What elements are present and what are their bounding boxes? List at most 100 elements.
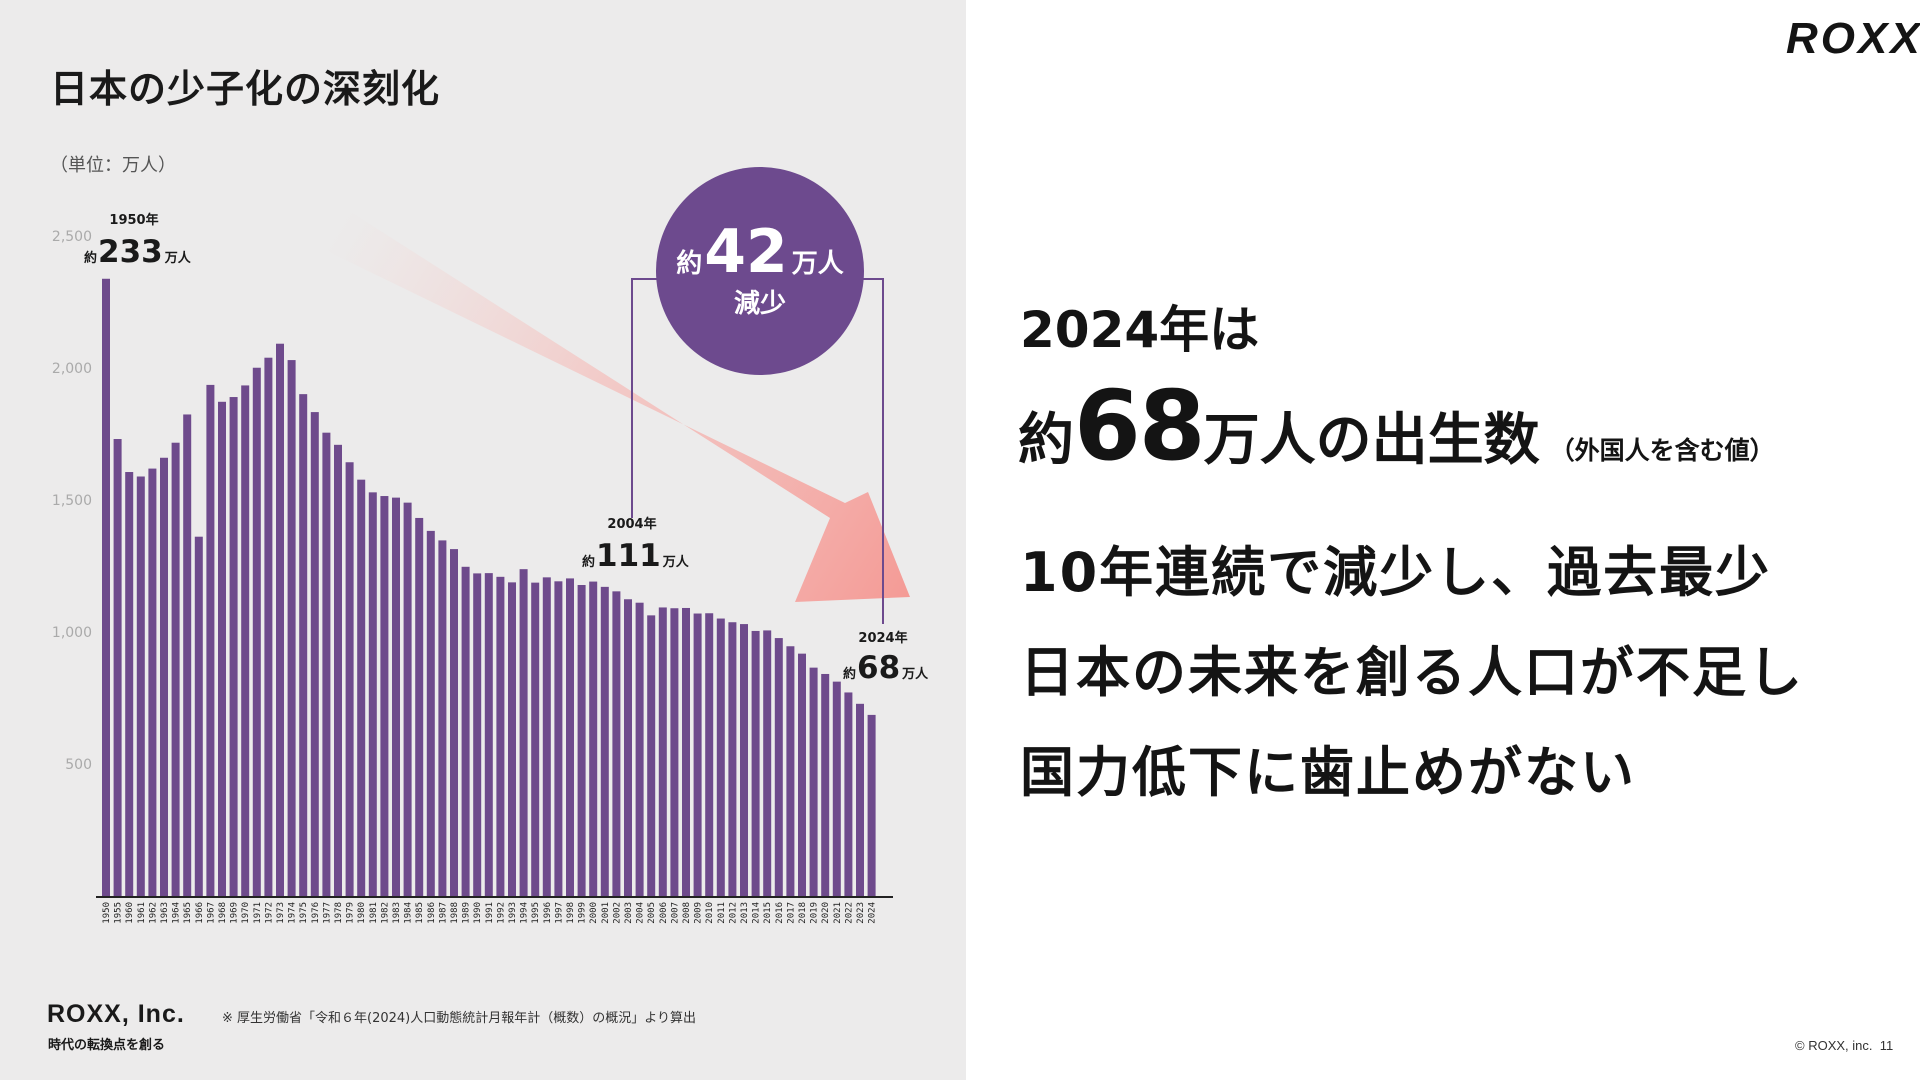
x-tick-label: 2023: [856, 902, 866, 924]
bubble-subtitle: 減少: [734, 289, 786, 319]
bar-2016: [774, 638, 783, 896]
x-tick-label: 1973: [276, 902, 286, 924]
callout-1950-value: 233: [98, 234, 163, 270]
bar-1997: [554, 581, 563, 896]
x-tick-label: 1981: [369, 902, 379, 924]
x-tick-label: 2001: [601, 902, 611, 924]
bar-2008: [682, 607, 690, 896]
y-tick-label: 2,000: [52, 361, 92, 377]
copyright-footer: © ROXX, inc. 11: [1795, 1038, 1893, 1053]
bar-1977: [322, 432, 331, 896]
bar-1987: [438, 540, 447, 896]
x-tick-label: 1972: [264, 902, 274, 924]
bar-2011: [716, 618, 725, 896]
bar-1964: [171, 442, 180, 896]
x-tick-label: 1966: [195, 902, 205, 924]
bar-1974: [287, 360, 296, 897]
callout-2004-value-line: 約111 万人: [582, 538, 690, 574]
headline-number: 68: [1074, 370, 1206, 482]
bar-1962: [148, 468, 157, 896]
x-tick-label: 2024: [868, 902, 878, 924]
bar-2017: [786, 646, 795, 896]
x-tick-label: 1999: [578, 902, 588, 924]
callout-2024-value: 68: [857, 650, 900, 686]
x-tick-label: 1977: [322, 902, 332, 924]
bar-1969: [229, 397, 238, 896]
x-tick-label: 1989: [462, 902, 472, 924]
x-tick-label: 1995: [531, 902, 541, 924]
bar-2004: [635, 602, 644, 896]
x-tick-label: 1967: [206, 902, 216, 924]
x-tick-label: 1950: [102, 902, 112, 924]
x-tick-label: 1965: [183, 902, 193, 924]
x-tick-label: 2019: [810, 902, 820, 924]
page-number: 11: [1879, 1038, 1894, 1053]
x-tick-label: 2003: [624, 902, 634, 924]
callout-2024-value-line: 約68 万人: [843, 650, 929, 686]
callout-2004-value: 111: [596, 538, 661, 574]
bar-1961: [136, 476, 145, 896]
bar-1999: [577, 585, 586, 896]
bar-2005: [647, 615, 656, 896]
bar-1993: [508, 582, 516, 896]
x-tick-label: 2007: [670, 902, 680, 924]
x-tick-label: 2000: [589, 902, 599, 924]
x-tick-label: 1994: [520, 902, 530, 924]
bar-1992: [496, 576, 505, 896]
y-tick-label: 500: [65, 757, 92, 773]
x-tick-label: 1960: [125, 902, 135, 924]
callout-1950-prefix: 約: [84, 250, 97, 266]
x-tick-label: 1974: [288, 902, 298, 924]
x-tick-label: 2009: [694, 902, 704, 924]
x-tick-label: 1961: [137, 902, 147, 924]
callout-2024-bg: [842, 624, 922, 690]
bar-2012: [728, 622, 737, 896]
bar-2007: [670, 608, 679, 896]
bar-1996: [542, 577, 551, 896]
x-tick-label: 1979: [346, 902, 356, 924]
x-tick-label: 2006: [659, 902, 669, 924]
bar-1980: [357, 479, 366, 896]
company-tagline: 時代の転換点を創る: [48, 1038, 166, 1053]
x-tick-label: 1998: [566, 902, 576, 924]
decrease-bubble: [656, 167, 864, 375]
x-tick-label: 1996: [543, 902, 553, 924]
bar-2015: [763, 630, 772, 896]
x-tick-label: 1963: [160, 902, 170, 924]
headline-births: 約68万人の出生数 （外国人を含む値）: [1018, 370, 1775, 482]
x-tick-label: 1985: [415, 902, 425, 924]
callout-1950-year: 1950年: [109, 212, 158, 228]
x-tick-label: 2002: [612, 902, 622, 924]
callout-2024-unit: 万人: [901, 666, 929, 682]
x-tick-label: 2018: [798, 902, 808, 924]
bubble-prefix: 約: [676, 248, 702, 279]
bubble-value-line: 約42 万人: [676, 217, 844, 287]
x-tick-label: 1993: [508, 902, 518, 924]
x-tick-label: 2010: [705, 902, 715, 924]
x-tick-label: 1964: [172, 902, 182, 924]
bar-2009: [693, 613, 702, 896]
bar-2006: [658, 607, 667, 896]
callout-2004-prefix: 約: [582, 554, 595, 570]
bar-2019: [809, 667, 818, 896]
x-tick-label: 2008: [682, 902, 692, 924]
bar-1970: [241, 385, 250, 896]
chart-title: 日本の少子化の深刻化: [50, 67, 441, 111]
x-tick-label: 1990: [473, 902, 483, 924]
headline-prefix: 約: [1018, 408, 1074, 473]
bar-1971: [252, 367, 261, 897]
headline-year: 2024年は: [1020, 301, 1260, 359]
bar-2022: [844, 692, 853, 896]
bar-1982: [380, 496, 389, 896]
copyright-text: © ROXX, inc.: [1795, 1038, 1873, 1053]
x-tick-label: 1982: [380, 902, 390, 924]
x-tick-label: 1955: [114, 902, 124, 924]
x-tick-label: 1968: [218, 902, 228, 924]
trend-arrow: [325, 205, 910, 602]
bar-1991: [484, 573, 493, 896]
x-tick-label: 2011: [717, 902, 727, 924]
callout-2024-prefix: 約: [843, 666, 856, 682]
bar-1990: [473, 573, 482, 896]
callout-2004-unit: 万人: [662, 554, 690, 570]
bar-1995: [531, 582, 540, 896]
